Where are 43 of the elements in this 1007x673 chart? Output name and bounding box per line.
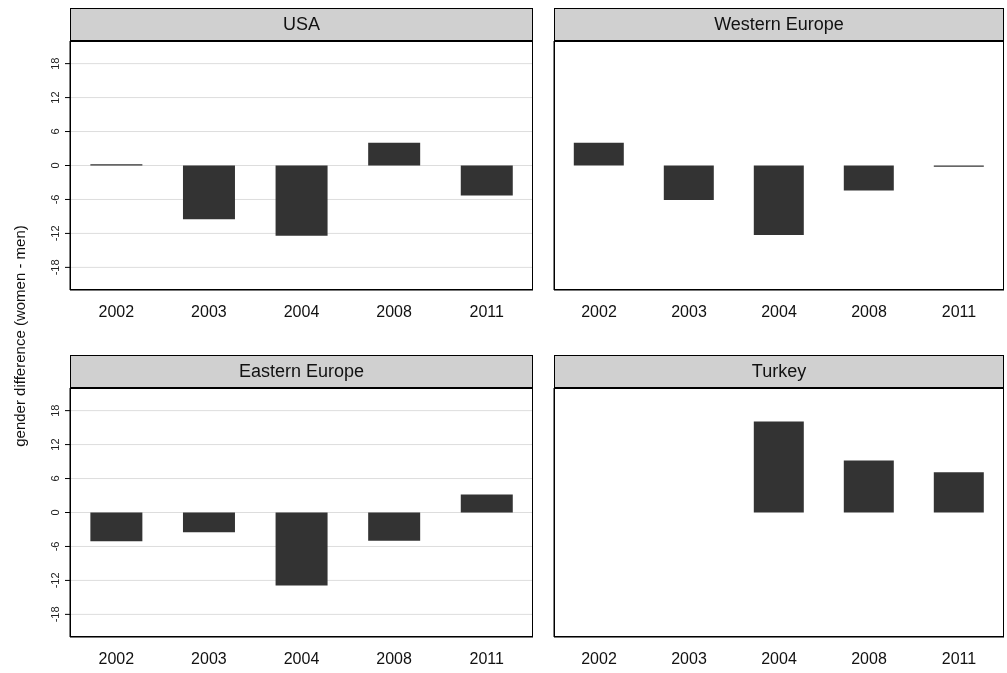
x-tick-label: 2004 [283,650,320,668]
y-axis-title: gender difference (women - men) [10,225,28,447]
chart-title: Western Europe [554,8,1004,41]
y-tick-label: 6 [49,475,61,482]
x-tick-label: 2011 [941,303,977,321]
y-tick-label: -6 [49,541,61,552]
x-tick-label: 2003 [671,303,707,321]
x-tick-label: 2011 [941,650,977,668]
x-tick-label: 2003 [191,303,227,321]
bar [460,165,513,196]
y-tick-label: -12 [49,225,61,242]
x-tick-label: 2011 [469,650,504,668]
y-tick-label: 0 [49,162,61,169]
y-tick-label: 12 [49,438,61,451]
y-tick-label: 12 [49,91,61,104]
bar [368,142,421,166]
x-tick-label: 2004 [283,303,320,321]
y-tick-label: 18 [49,404,61,417]
y-tick-label: -18 [49,259,61,276]
x-tick-label: 2004 [761,650,797,668]
bar [275,165,328,236]
y-tick-label: -18 [49,606,61,623]
x-tick-label: 2008 [851,303,887,321]
x-tick-label: 2004 [761,303,797,321]
x-tick-label: 2008 [851,650,887,668]
y-tick-label: 18 [49,57,61,70]
bar [182,165,235,220]
y-tick-label: -12 [49,572,61,589]
x-tick-label: 2003 [671,650,707,668]
x-tick-label: 2008 [376,650,412,668]
x-tick-label: 2002 [581,650,617,668]
y-tick-label: -6 [49,194,61,205]
x-tick-label: 2002 [98,650,135,668]
y-tick-label: 0 [49,509,61,516]
x-tick-label: 2002 [98,303,135,321]
chart-title: Eastern Europe [70,355,533,388]
y-tick-label: 6 [49,128,61,135]
chart-title: Turkey [554,355,1004,388]
chart-title: USA [70,8,533,41]
x-tick-label: 2002 [581,303,617,321]
x-tick-label: 2011 [469,303,504,321]
x-tick-label: 2003 [191,650,227,668]
x-tick-label: 2008 [376,303,412,321]
